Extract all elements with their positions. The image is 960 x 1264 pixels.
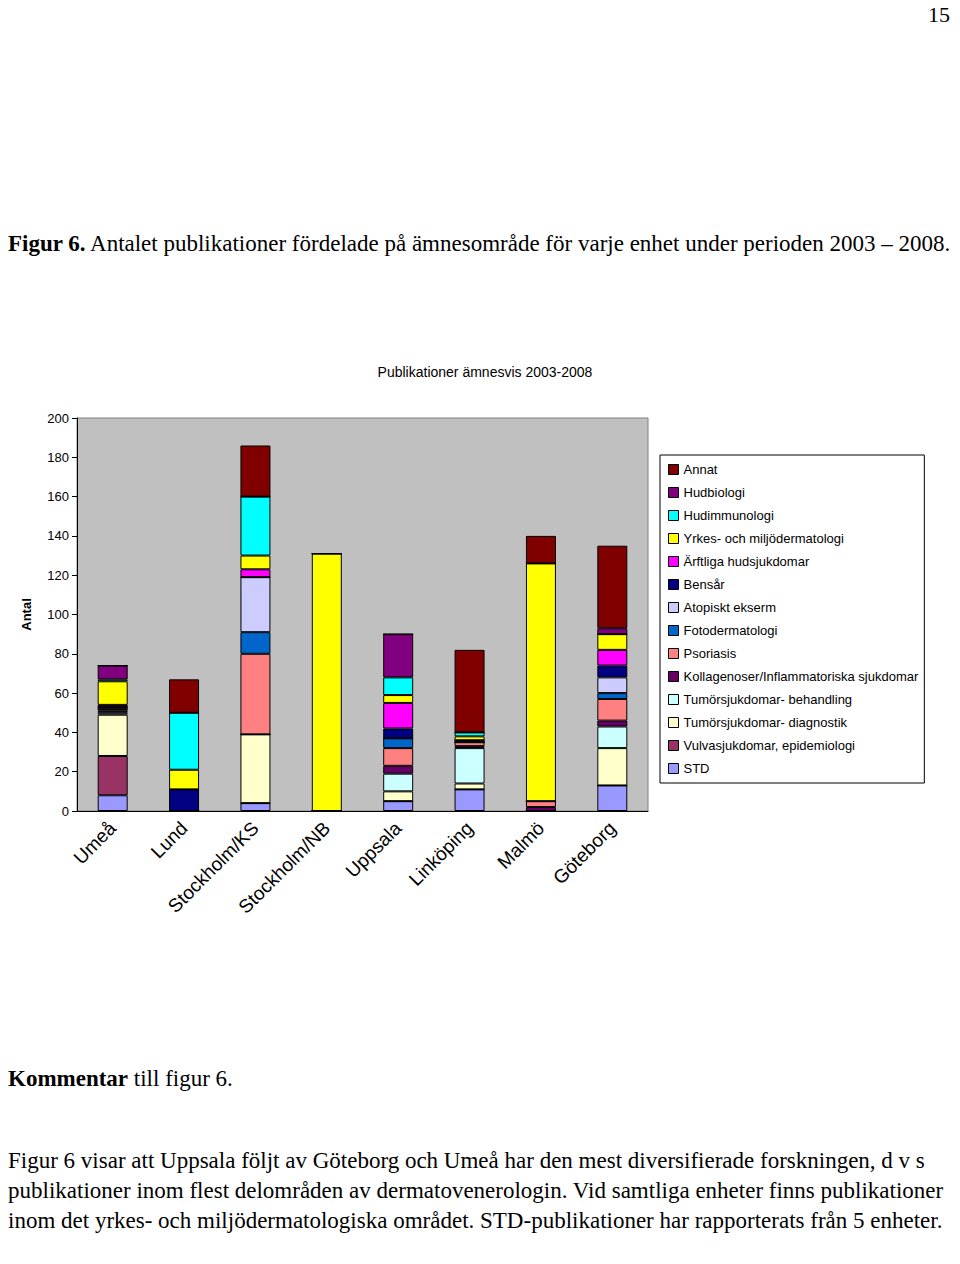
svg-text:Stockholm/KS: Stockholm/KS bbox=[163, 817, 263, 917]
svg-text:Atopiskt ekserm: Atopiskt ekserm bbox=[684, 600, 776, 615]
svg-text:120: 120 bbox=[47, 568, 69, 583]
svg-text:Publikationer ämnesvis 2003-20: Publikationer ämnesvis 2003-2008 bbox=[378, 364, 593, 380]
svg-text:Fotodermatologi: Fotodermatologi bbox=[684, 623, 778, 638]
svg-text:Ärftliga hudsjukdomar: Ärftliga hudsjukdomar bbox=[684, 554, 810, 569]
svg-text:160: 160 bbox=[47, 489, 69, 504]
svg-text:80: 80 bbox=[55, 646, 69, 661]
html-text:15: 15 bbox=[928, 2, 950, 27]
html-text:Figur 6. Antalet publikationer: Figur 6. Antalet publikationer fördelade… bbox=[8, 231, 951, 256]
svg-text:Hudbiologi: Hudbiologi bbox=[684, 485, 746, 500]
svg-text:Göteborg: Göteborg bbox=[549, 818, 620, 889]
svg-text:Tumörsjukdomar- behandling: Tumörsjukdomar- behandling bbox=[684, 692, 853, 707]
svg-text:Yrkes- och miljödermatologi: Yrkes- och miljödermatologi bbox=[684, 531, 845, 546]
svg-text:20: 20 bbox=[55, 764, 69, 779]
svg-text:60: 60 bbox=[55, 686, 69, 701]
svg-text:Uppsala: Uppsala bbox=[342, 817, 406, 881]
html-text:Figur 6 visar att Uppsala följ: Figur 6 visar att Uppsala följt av Göteb… bbox=[8, 1148, 944, 1233]
svg-text:Annat: Annat bbox=[684, 462, 718, 477]
svg-text:Linköping: Linköping bbox=[405, 818, 477, 890]
svg-text:Lund: Lund bbox=[147, 818, 192, 863]
svg-text:180: 180 bbox=[47, 450, 69, 465]
svg-text:Vulvasjukdomar, epidemiologi: Vulvasjukdomar, epidemiologi bbox=[684, 738, 856, 753]
svg-text:Stockholm/NB: Stockholm/NB bbox=[234, 818, 334, 918]
svg-text:40: 40 bbox=[55, 725, 69, 740]
svg-text:100: 100 bbox=[47, 607, 69, 622]
svg-text:140: 140 bbox=[47, 528, 69, 543]
svg-text:Psoriasis: Psoriasis bbox=[684, 646, 737, 661]
html-text:Kommentar till figur 6.: Kommentar till figur 6. bbox=[8, 1066, 233, 1091]
svg-text:Antal: Antal bbox=[19, 598, 34, 631]
svg-text:Malmö: Malmö bbox=[493, 818, 548, 873]
svg-text:0: 0 bbox=[62, 804, 69, 819]
svg-text:Hudimmunologi: Hudimmunologi bbox=[684, 508, 774, 523]
svg-text:Tumörsjukdomar- diagnostik: Tumörsjukdomar- diagnostik bbox=[684, 715, 848, 730]
svg-text:Bensår: Bensår bbox=[684, 577, 726, 592]
svg-text:Kollagenoser/Inflammatoriska s: Kollagenoser/Inflammatoriska sjukdomar bbox=[684, 669, 919, 684]
svg-text:STD: STD bbox=[684, 761, 710, 776]
svg-text:200: 200 bbox=[47, 411, 69, 426]
svg-text:Umeå: Umeå bbox=[69, 817, 120, 868]
